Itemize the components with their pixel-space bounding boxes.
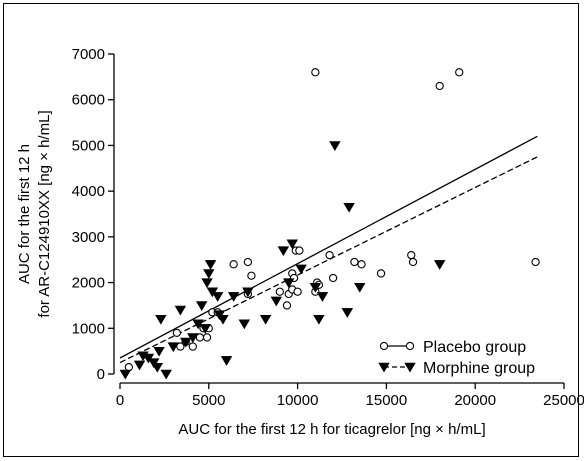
morphine-point bbox=[378, 362, 390, 373]
morphine-point bbox=[203, 269, 215, 279]
morphine-point bbox=[270, 296, 283, 307]
morphine-point bbox=[217, 314, 229, 325]
placebo-point bbox=[202, 333, 212, 342]
morphine-point bbox=[277, 246, 290, 257]
morphine-point bbox=[179, 337, 192, 348]
legend-label: Morphine group bbox=[423, 360, 535, 377]
morphine-point bbox=[259, 314, 272, 325]
placebo-point bbox=[325, 250, 334, 260]
morphine-point bbox=[153, 346, 165, 357]
placebo-point bbox=[124, 362, 134, 372]
morphine-point bbox=[295, 264, 307, 275]
morphine-point bbox=[211, 292, 224, 302]
morphine-point bbox=[282, 278, 295, 289]
y-tick-label: 3000 bbox=[72, 229, 105, 246]
placebo-point bbox=[405, 341, 415, 351]
legend: Placebo group Morphine group bbox=[378, 339, 535, 377]
morphine-point bbox=[227, 292, 240, 302]
y-tick-label: 7000 bbox=[72, 46, 105, 63]
morphine-point bbox=[354, 282, 366, 293]
placebo-point bbox=[293, 287, 302, 296]
placebo-point bbox=[243, 257, 253, 267]
placebo-point bbox=[176, 342, 185, 351]
morphine-point bbox=[329, 141, 341, 151]
placebo-point bbox=[172, 328, 181, 338]
placebo-point bbox=[376, 269, 386, 278]
placebo-point bbox=[311, 68, 320, 77]
y-tick-label: 1000 bbox=[72, 320, 105, 337]
morphine-point bbox=[174, 305, 187, 316]
morphine-point bbox=[119, 369, 132, 380]
y-tick-label: 5000 bbox=[72, 137, 105, 154]
morphine-point bbox=[195, 301, 208, 311]
placebo-point bbox=[350, 257, 359, 267]
placebo-fit-line bbox=[119, 135, 538, 359]
placebo-point bbox=[275, 287, 284, 296]
x-tick-label: 0 bbox=[116, 392, 124, 409]
y-tick-label: 6000 bbox=[72, 92, 105, 109]
y-axis-title-line: for AR-C124910XX [ng × h/mL] bbox=[36, 110, 53, 317]
morphine-point bbox=[155, 314, 167, 325]
morphine-point bbox=[160, 369, 172, 380]
morphine-point bbox=[199, 324, 211, 334]
y-tick-label: 0 bbox=[97, 366, 105, 383]
placebo-point bbox=[357, 260, 366, 269]
morphine-point bbox=[316, 292, 329, 302]
morphine-point bbox=[309, 282, 322, 293]
morphine-point bbox=[151, 362, 164, 373]
morphine-point bbox=[341, 308, 354, 318]
morphine-point bbox=[220, 356, 233, 366]
x-tick-label: 5000 bbox=[192, 392, 225, 409]
chart-frame bbox=[3, 3, 579, 457]
placebo-point bbox=[407, 250, 416, 260]
placebo-point bbox=[295, 246, 304, 255]
placebo-point bbox=[282, 301, 292, 310]
placebo-point bbox=[247, 271, 256, 280]
axes: 0 1000 2000 3000 4000 5000 6000 7000 0 5000 10000 1… bbox=[72, 46, 584, 409]
placebo-point bbox=[379, 341, 389, 351]
placebo-point bbox=[229, 260, 238, 269]
y-tick-label: 4000 bbox=[72, 183, 105, 200]
y-axis-title-line: AUC for the first 12 h bbox=[16, 144, 33, 284]
x-tick-label: 10000 bbox=[277, 392, 319, 409]
placebo-point bbox=[408, 257, 418, 267]
placebo-point bbox=[188, 342, 197, 351]
morphine-fit-line bbox=[119, 156, 538, 364]
y-tick-label: 2000 bbox=[72, 275, 105, 292]
morphine-point bbox=[404, 362, 416, 373]
morphine-point bbox=[242, 287, 254, 298]
morphine-point bbox=[343, 202, 355, 213]
x-tick-label: 25000 bbox=[543, 392, 584, 409]
placebo-point bbox=[455, 68, 464, 77]
x-tick-label: 20000 bbox=[454, 392, 496, 409]
morphine-point bbox=[133, 360, 146, 371]
morphine-point bbox=[204, 260, 217, 270]
data-points bbox=[119, 68, 540, 380]
morphine-point bbox=[187, 333, 199, 343]
morphine-point bbox=[313, 314, 325, 325]
placebo-point bbox=[435, 81, 444, 91]
legend-label: Placebo group bbox=[423, 339, 526, 356]
morphine-point bbox=[238, 319, 251, 330]
placebo-point bbox=[328, 273, 338, 283]
x-axis-title: AUC for the first 12 h for ticagrelor [n… bbox=[178, 421, 485, 438]
placebo-point bbox=[531, 257, 540, 267]
morphine-point bbox=[433, 260, 446, 270]
y-axis-title: AUC for the first 12 h for AR-C124910XX [… bbox=[16, 110, 53, 317]
morphine-point bbox=[286, 239, 298, 250]
x-tick-label: 15000 bbox=[366, 392, 408, 409]
morphine-point bbox=[167, 342, 180, 353]
regression-lines bbox=[119, 135, 538, 364]
morphine-point bbox=[201, 278, 213, 289]
